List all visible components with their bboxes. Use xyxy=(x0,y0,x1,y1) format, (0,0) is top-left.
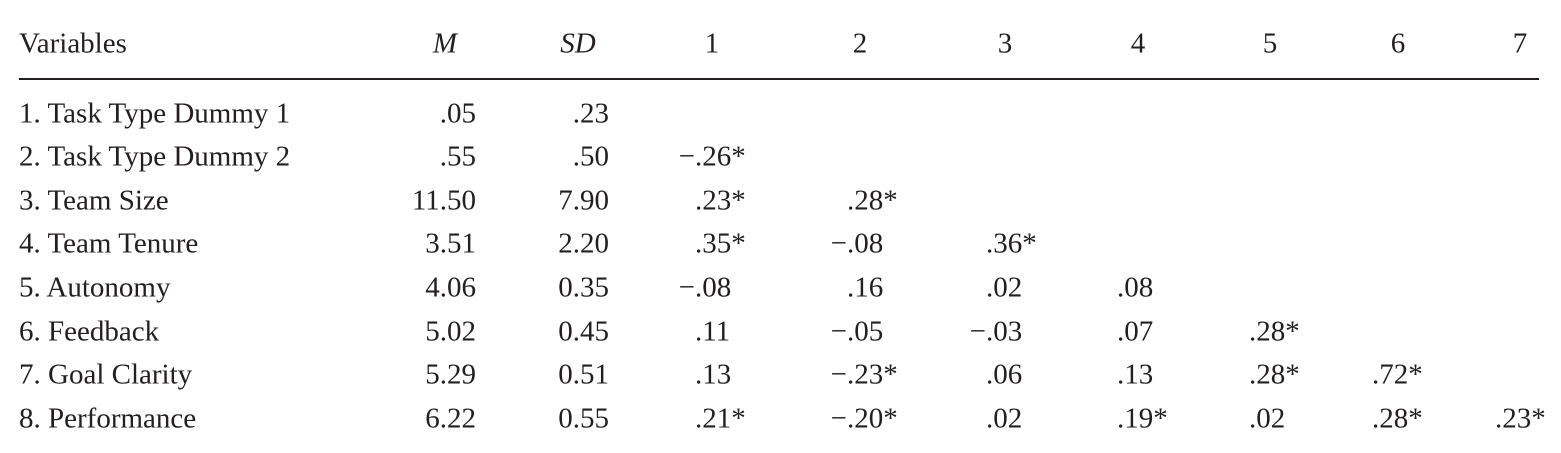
row-sd: 2.20 xyxy=(558,227,609,260)
row-sd: 0.51 xyxy=(558,358,609,391)
correlation-cell: .28* xyxy=(1249,315,1300,348)
header-col-4: 4 xyxy=(1130,27,1146,60)
correlation-cell: .23* xyxy=(695,184,746,217)
row-label: 6. Feedback xyxy=(19,315,160,348)
header-col-1: 1 xyxy=(704,27,720,60)
correlation-cell: −.20* xyxy=(830,402,898,435)
row-sd: 0.45 xyxy=(558,315,609,348)
correlation-cell: .28* xyxy=(1249,358,1300,391)
row-mean: .05 xyxy=(439,97,476,130)
correlation-cell: .35* xyxy=(695,227,746,260)
row-mean: 3.51 xyxy=(425,227,476,260)
row-sd: .23 xyxy=(572,97,609,130)
correlation-cell: .02 xyxy=(986,402,1023,435)
header-variables: Variables xyxy=(19,27,127,60)
row-label: 4. Team Tenure xyxy=(19,227,199,260)
correlation-cell: −.08 xyxy=(830,227,884,260)
header-mean: M xyxy=(432,27,458,60)
correlation-cell: −.23* xyxy=(830,358,898,391)
correlation-cell: .13 xyxy=(695,358,732,391)
row-label: 2. Task Type Dummy 2 xyxy=(19,140,291,173)
row-mean: 5.29 xyxy=(425,358,476,391)
correlation-cell: .13 xyxy=(1117,358,1154,391)
row-sd: 0.35 xyxy=(558,271,609,304)
row-label: 3. Team Size xyxy=(19,184,169,217)
header-col-3: 3 xyxy=(997,27,1013,60)
correlation-cell: .16 xyxy=(847,271,884,304)
correlation-cell: .28* xyxy=(847,184,898,217)
correlation-cell: .11 xyxy=(695,315,731,348)
header-rule xyxy=(19,78,1539,80)
header-sd: SD xyxy=(560,27,596,60)
header-col-7: 7 xyxy=(1512,27,1528,60)
row-sd: .50 xyxy=(572,140,609,173)
row-sd: 0.55 xyxy=(558,402,609,435)
correlation-cell: .28* xyxy=(1372,402,1423,435)
correlation-cell: .02 xyxy=(1249,402,1286,435)
correlation-cell: .21* xyxy=(695,402,746,435)
correlation-cell: .23* xyxy=(1495,402,1546,435)
correlation-cell: .72* xyxy=(1372,358,1423,391)
correlation-cell: −.08 xyxy=(678,271,732,304)
row-mean: 4.06 xyxy=(425,271,476,304)
row-label: 1. Task Type Dummy 1 xyxy=(19,97,291,130)
correlation-cell: .02 xyxy=(986,271,1023,304)
correlation-cell: .08 xyxy=(1117,271,1154,304)
correlation-cell: .07 xyxy=(1117,315,1154,348)
row-label: 5. Autonomy xyxy=(19,271,171,304)
row-label: 8. Performance xyxy=(19,402,197,435)
header-col-2: 2 xyxy=(852,27,868,60)
header-col-5: 5 xyxy=(1262,27,1278,60)
correlation-cell: −.03 xyxy=(969,315,1023,348)
row-label: 7. Goal Clarity xyxy=(19,358,193,391)
header-col-6: 6 xyxy=(1390,27,1406,60)
row-mean: .55 xyxy=(439,140,476,173)
row-mean: 5.02 xyxy=(425,315,476,348)
correlation-cell: .06 xyxy=(986,358,1023,391)
correlation-cell: −.26* xyxy=(678,140,746,173)
correlation-cell: .36* xyxy=(986,227,1037,260)
row-mean: 6.22 xyxy=(425,402,476,435)
row-sd: 7.90 xyxy=(558,184,609,217)
row-mean: 11.50 xyxy=(411,184,476,217)
correlation-cell: .19* xyxy=(1117,402,1168,435)
correlation-cell: −.05 xyxy=(830,315,884,348)
